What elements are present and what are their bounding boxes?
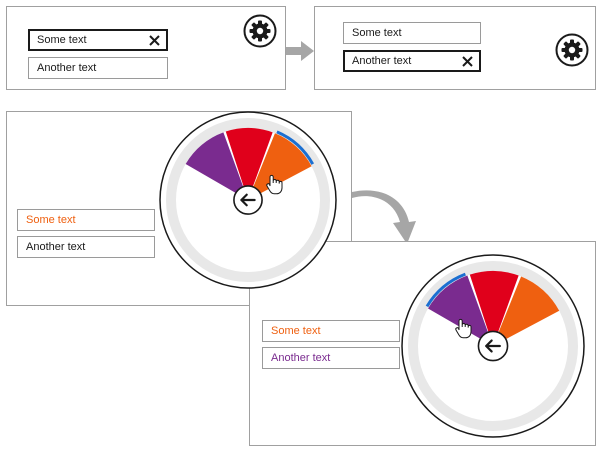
- flow-arrow-icon: [352, 190, 416, 244]
- step3-another-text-value: Another text: [26, 241, 86, 253]
- step4-some-text-value: Some text: [271, 325, 321, 337]
- step3-some-text-field[interactable]: Some text: [17, 209, 155, 231]
- step4-panel: Some text Another text: [249, 241, 596, 446]
- step3-some-text-value: Some text: [26, 214, 76, 226]
- step4-another-text-value: Another text: [271, 352, 331, 364]
- step2-some-text-value: Some text: [352, 27, 402, 39]
- step1-some-text-field[interactable]: Some text: [28, 29, 168, 51]
- step3-another-text-field[interactable]: Another text: [17, 236, 155, 258]
- flow-arrow-icon: [286, 41, 314, 61]
- step2-another-text-value: Another text: [352, 55, 412, 67]
- step1-panel: Some text Another text: [6, 6, 286, 90]
- step1-some-text-value: Some text: [37, 34, 87, 46]
- step1-another-text-value: Another text: [37, 62, 97, 74]
- step4-some-text-field[interactable]: Some text: [262, 320, 400, 342]
- gear-icon[interactable]: [555, 33, 589, 67]
- step2-panel: Some text Another text: [314, 6, 596, 90]
- close-x-icon[interactable]: [460, 52, 474, 70]
- step4-another-text-field[interactable]: Another text: [262, 347, 400, 369]
- step1-another-text-field[interactable]: Another text: [28, 57, 168, 79]
- close-x-icon[interactable]: [147, 31, 161, 49]
- step2-some-text-field[interactable]: Some text: [343, 22, 481, 44]
- step2-another-text-field[interactable]: Another text: [343, 50, 481, 72]
- gear-icon[interactable]: [243, 14, 277, 48]
